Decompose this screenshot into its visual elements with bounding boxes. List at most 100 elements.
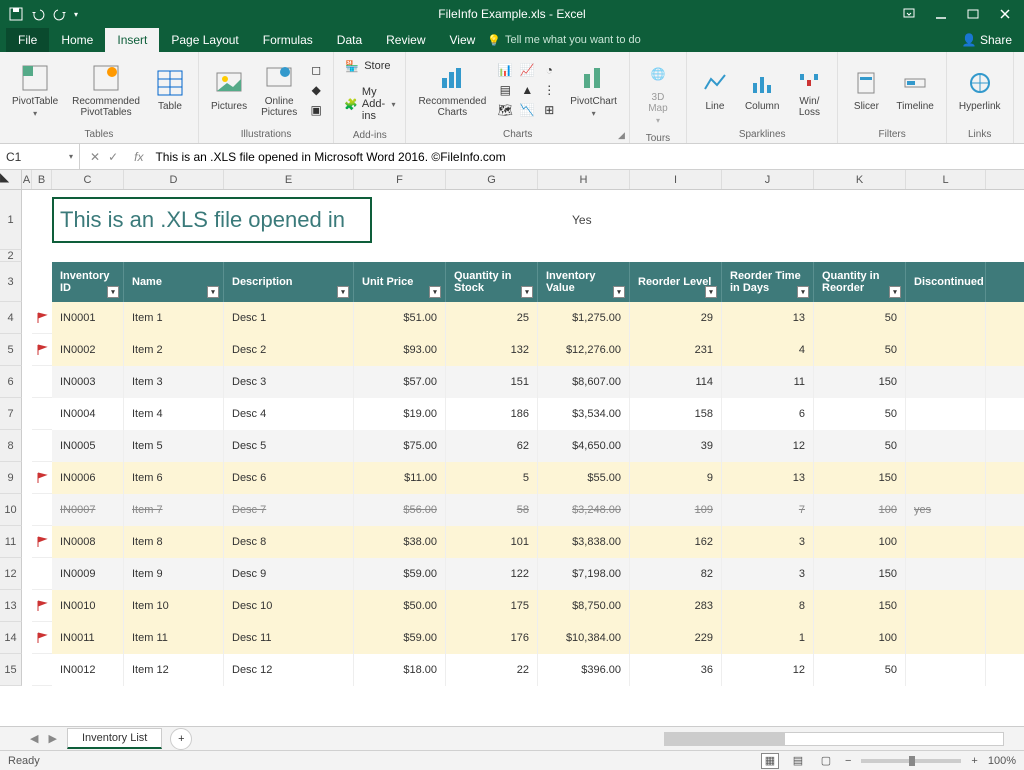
column-chart-icon[interactable]: 📊 (496, 61, 514, 79)
close-icon[interactable] (998, 7, 1012, 21)
cell[interactable]: Desc 10 (224, 590, 354, 622)
col-header[interactable]: H (538, 170, 630, 189)
sheet-tab[interactable]: Inventory List (67, 728, 162, 749)
flag-cell[interactable] (32, 558, 52, 590)
th-reorder-time[interactable]: Reorder Time in Days▾ (722, 262, 814, 302)
cell[interactable] (906, 590, 986, 622)
cell[interactable] (906, 430, 986, 462)
cell[interactable]: $3,838.00 (538, 526, 630, 558)
cell[interactable]: Desc 2 (224, 334, 354, 366)
cell[interactable]: 100 (814, 494, 906, 526)
col-header[interactable]: L (906, 170, 986, 189)
cell[interactable]: $3,248.00 (538, 494, 630, 526)
sheet-nav-prev-icon[interactable]: ◀ (30, 732, 38, 745)
save-icon[interactable] (8, 6, 24, 22)
table-row[interactable]: IN0002Item 2Desc 2$93.00132$12,276.00231… (52, 334, 1024, 366)
cell[interactable]: Item 9 (124, 558, 224, 590)
col-header[interactable]: J (722, 170, 814, 189)
col-header[interactable]: G (446, 170, 538, 189)
cell[interactable]: $3,534.00 (538, 398, 630, 430)
cell[interactable]: IN0005 (52, 430, 124, 462)
th-description[interactable]: Description▾ (224, 262, 354, 302)
cell[interactable]: 158 (630, 398, 722, 430)
cell[interactable]: Desc 8 (224, 526, 354, 558)
filter-icon[interactable]: ▾ (107, 286, 119, 298)
cell[interactable]: 101 (446, 526, 538, 558)
fx-icon[interactable]: fx (128, 150, 149, 164)
flag-cell[interactable] (32, 302, 52, 334)
3d-map-button[interactable]: 🌐3D Map▾ (638, 56, 678, 127)
new-sheet-button[interactable]: + (170, 728, 192, 750)
row-header[interactable]: 2 (0, 250, 22, 262)
name-box[interactable]: C1▾ (0, 144, 80, 169)
combo-chart-icon[interactable]: ⊞ (540, 101, 558, 119)
cell[interactable]: 29 (630, 302, 722, 334)
cell[interactable]: 50 (814, 398, 906, 430)
cell[interactable]: 12 (722, 430, 814, 462)
redo-icon[interactable] (52, 6, 68, 22)
flag-cell[interactable] (32, 462, 52, 494)
cell[interactable]: Desc 6 (224, 462, 354, 494)
th-name[interactable]: Name▾ (124, 262, 224, 302)
table-row[interactable]: IN0006Item 6Desc 6$11.005$55.00913150 (52, 462, 1024, 494)
row-header[interactable]: 6 (0, 366, 22, 398)
cell[interactable]: 100 (814, 526, 906, 558)
cell[interactable] (906, 558, 986, 590)
filter-icon[interactable]: ▾ (797, 286, 809, 298)
cell[interactable]: 175 (446, 590, 538, 622)
cell[interactable]: $57.00 (354, 366, 446, 398)
cell[interactable]: yes (906, 494, 986, 526)
tab-view[interactable]: View (438, 28, 488, 52)
cell[interactable]: IN0004 (52, 398, 124, 430)
zoom-slider[interactable] (861, 759, 961, 763)
cell[interactable]: $8,607.00 (538, 366, 630, 398)
cell[interactable]: 50 (814, 654, 906, 686)
sparkline-winloss-button[interactable]: Win/ Loss (789, 60, 829, 120)
shapes-icon[interactable]: ◻ (307, 61, 325, 79)
cell[interactable]: Desc 12 (224, 654, 354, 686)
sheet-nav-next-icon[interactable]: ▶ (48, 732, 56, 745)
filter-icon[interactable]: ▾ (521, 286, 533, 298)
col-header[interactable]: E (224, 170, 354, 189)
cell[interactable] (906, 654, 986, 686)
select-all-corner[interactable]: ◣ (0, 170, 22, 189)
cell[interactable]: Item 1 (124, 302, 224, 334)
zoom-level[interactable]: 100% (988, 755, 1016, 767)
cell[interactable]: Item 5 (124, 430, 224, 462)
cell[interactable]: 11 (722, 366, 814, 398)
cell[interactable]: 1 (722, 622, 814, 654)
cell[interactable]: 114 (630, 366, 722, 398)
cell[interactable]: Item 8 (124, 526, 224, 558)
cell[interactable]: 39 (630, 430, 722, 462)
cell[interactable]: Desc 4 (224, 398, 354, 430)
cell[interactable]: 12 (722, 654, 814, 686)
cell[interactable]: IN0006 (52, 462, 124, 494)
cell[interactable]: $59.00 (354, 558, 446, 590)
th-inventory-value[interactable]: Inventory Value▾ (538, 262, 630, 302)
flag-cell[interactable] (32, 622, 52, 654)
pictures-button[interactable]: Pictures (207, 65, 251, 114)
page-break-view-icon[interactable]: ▢ (817, 753, 835, 769)
tab-home[interactable]: Home (49, 28, 105, 52)
bar-chart-icon[interactable]: ▤ (496, 81, 514, 99)
row-header[interactable]: 3 (0, 262, 22, 302)
col-header[interactable]: B (32, 170, 52, 189)
cell[interactable]: IN0010 (52, 590, 124, 622)
cell[interactable]: $18.00 (354, 654, 446, 686)
cell[interactable]: Item 12 (124, 654, 224, 686)
tab-data[interactable]: Data (325, 28, 374, 52)
cell[interactable]: 151 (446, 366, 538, 398)
row-header[interactable]: 11 (0, 526, 22, 558)
th-unit-price[interactable]: Unit Price▾ (354, 262, 446, 302)
cell[interactable]: $93.00 (354, 334, 446, 366)
row-header[interactable]: 9 (0, 462, 22, 494)
page-layout-view-icon[interactable]: ▤ (789, 753, 807, 769)
cell[interactable]: 13 (722, 302, 814, 334)
table-row[interactable]: IN0004Item 4Desc 4$19.00186$3,534.001586… (52, 398, 1024, 430)
row-header[interactable]: 8 (0, 430, 22, 462)
cell[interactable]: IN0011 (52, 622, 124, 654)
smartart-icon[interactable]: ◆ (307, 81, 325, 99)
cell[interactable]: 231 (630, 334, 722, 366)
cell[interactable]: IN0007 (52, 494, 124, 526)
cell[interactable]: 283 (630, 590, 722, 622)
